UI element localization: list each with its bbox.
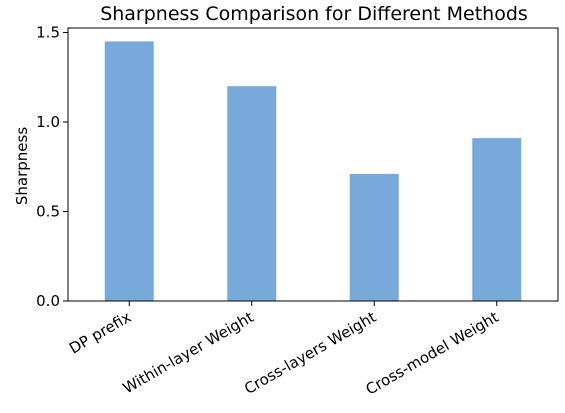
bar-1 xyxy=(227,86,277,301)
bar-2 xyxy=(349,173,399,301)
chart-title: Sharpness Comparison for Different Metho… xyxy=(100,3,528,25)
y-axis-ticks: 0.0 0.5 1.0 1.5 xyxy=(36,23,68,310)
y-axis-label: Sharpness xyxy=(13,127,31,205)
bar-3 xyxy=(472,138,522,301)
x-tick-label-0: DP prefix xyxy=(66,308,134,358)
x-tick-label-2: Cross-layers Weight xyxy=(241,308,379,398)
y-tick-label-0: 0.0 xyxy=(36,292,60,310)
x-tick-label-3: Cross-model Weight xyxy=(363,308,502,399)
x-tick-label-1: Within-layer Weight xyxy=(120,308,257,398)
bar-0 xyxy=(104,41,154,301)
bars-group xyxy=(104,41,522,301)
y-tick-label-2: 1.0 xyxy=(36,113,60,131)
y-tick-label-3: 1.5 xyxy=(36,23,60,41)
plot-frame xyxy=(67,27,559,302)
y-tick-label-1: 0.5 xyxy=(36,202,60,220)
